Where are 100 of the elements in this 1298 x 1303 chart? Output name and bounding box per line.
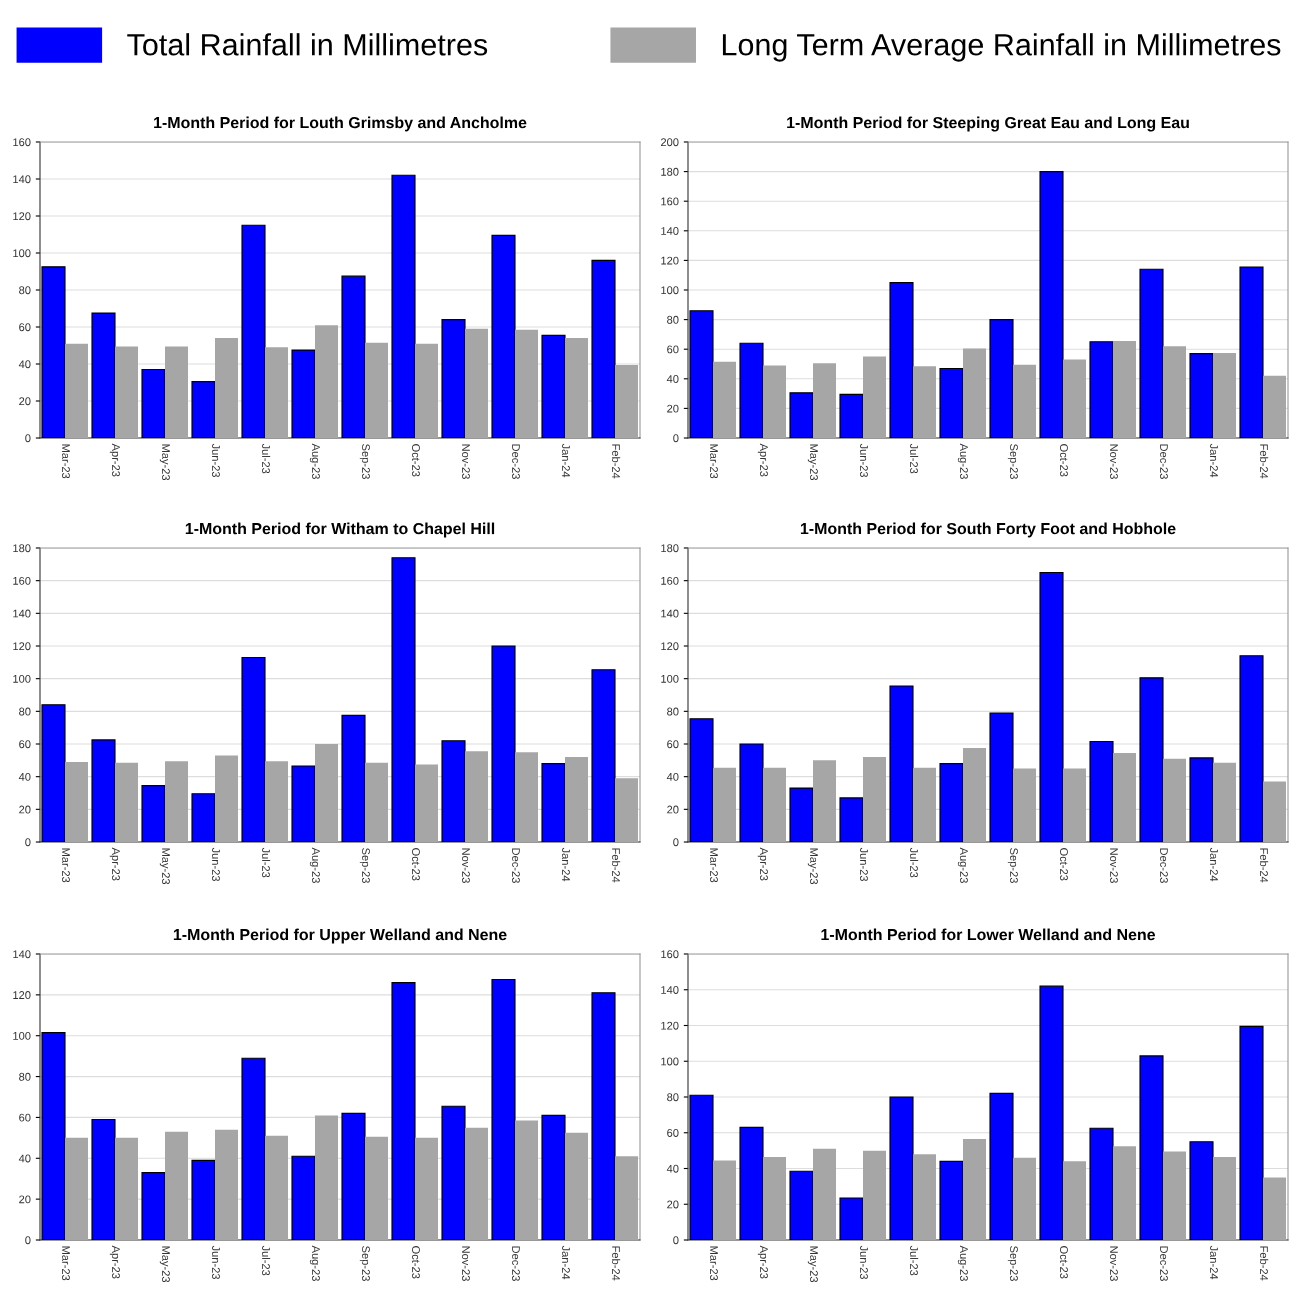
x-tick-label: Nov-23: [462, 848, 470, 883]
bar: [515, 1120, 538, 1240]
bar: [441, 1105, 466, 1240]
y-tick-label: 120: [13, 991, 31, 999]
bar: [365, 1136, 388, 1240]
bar: [615, 1156, 638, 1240]
bar: [415, 1137, 438, 1240]
chart-title: 1-Month Period for Witham to Chapel Hill: [185, 522, 495, 538]
bar: [739, 342, 764, 438]
bar: [1189, 353, 1214, 438]
x-tick-label: May-23: [807, 444, 818, 481]
bar: [1039, 985, 1064, 1240]
bar: [1063, 768, 1086, 842]
bar: [963, 1139, 986, 1240]
bar: [265, 347, 288, 438]
bar: [65, 761, 88, 842]
y-tick-label: 80: [19, 707, 31, 716]
x-tick-label: Oct-23: [1060, 444, 1068, 477]
bar: [813, 363, 836, 438]
y-tick-label: 100: [661, 1057, 679, 1066]
y-tick-label: 0: [25, 434, 31, 443]
bar: [565, 1132, 588, 1240]
chart-title: 1-Month Period for Upper Welland and Nene: [173, 928, 507, 944]
bar: [1039, 171, 1064, 438]
x-tick-label: Jul-23: [910, 1245, 919, 1276]
bar: [215, 338, 238, 438]
x-tick-label: Jul-23: [262, 1245, 271, 1276]
x-tick-label: Sep-23: [1007, 848, 1018, 883]
bar: [1163, 1151, 1186, 1240]
chart-title: 1-Month Period for Steeping Great Eau and Long Eau: [787, 116, 1189, 132]
bar: [789, 392, 814, 438]
bar: [291, 765, 316, 842]
x-tick-label: Jul-23: [262, 847, 271, 878]
bar: [1139, 1055, 1164, 1240]
y-tick-label: 100: [13, 1031, 31, 1040]
bar: [839, 1197, 864, 1240]
bar: [341, 714, 366, 842]
bar: [191, 793, 216, 842]
y-tick-label: 60: [19, 740, 31, 749]
x-tick-label: Nov-23: [1110, 444, 1118, 479]
y-tick-label: 0: [673, 838, 679, 847]
bar: [515, 329, 538, 438]
bar: [65, 343, 88, 438]
chart-title: 1-Month Period for Louth Grimsby and Ancholme: [154, 116, 527, 132]
bar: [365, 762, 388, 842]
bar: [739, 1126, 764, 1240]
x-tick-label: May-23: [159, 444, 170, 481]
bar: [91, 1118, 116, 1240]
y-tick-label: 180: [661, 167, 679, 176]
bar: [115, 762, 138, 842]
bar: [689, 310, 714, 438]
bar: [1113, 341, 1136, 438]
bar: [41, 704, 66, 842]
bar: [191, 1159, 216, 1240]
y-tick-label: 40: [666, 1164, 679, 1173]
x-tick-label: Sep-23: [1007, 444, 1018, 479]
x-tick-label: Jul-23: [910, 443, 919, 474]
bar: [889, 685, 914, 842]
bar: [889, 1096, 914, 1240]
x-tick-label: Nov-23: [462, 444, 470, 479]
bar: [315, 325, 338, 438]
x-tick-label: Jan-24: [562, 443, 570, 478]
x-tick-label: Sep-23: [359, 444, 370, 479]
x-tick-label: Jul-23: [262, 443, 271, 474]
bar: [65, 1137, 88, 1240]
y-tick-label: 20: [19, 805, 31, 814]
x-tick-label: Apr-23: [109, 443, 120, 477]
bar: [215, 755, 238, 842]
bar: [1039, 571, 1064, 842]
bar: [541, 1114, 566, 1240]
y-tick-label: 40: [18, 1154, 31, 1163]
bar: [1113, 752, 1136, 842]
x-tick-label: Aug-23: [957, 443, 968, 479]
bar: [913, 767, 936, 842]
y-tick-label: 0: [673, 434, 679, 443]
y-tick-label: 120: [661, 642, 679, 651]
x-tick-label: Aug-23: [957, 1245, 968, 1281]
x-tick-label: May-23: [807, 848, 818, 885]
y-tick-label: 180: [13, 544, 31, 553]
x-tick-label: Mar-23: [710, 848, 718, 883]
x-tick-label: Nov-23: [1110, 848, 1118, 883]
x-tick-label: Jan-24: [1210, 847, 1218, 882]
bar: [165, 761, 188, 842]
x-tick-label: Jul-23: [910, 847, 919, 878]
y-tick-label: 40: [18, 360, 31, 369]
bar: [1063, 359, 1086, 438]
bar: [315, 1115, 338, 1240]
bar: [1089, 341, 1114, 438]
bar: [365, 342, 388, 438]
x-tick-label: Nov-23: [1110, 1246, 1118, 1281]
bar: [1213, 352, 1236, 438]
x-tick-label: Aug-23: [957, 847, 968, 883]
y-tick-label: 100: [13, 249, 31, 258]
bar: [115, 1137, 138, 1240]
y-tick-label: 140: [661, 227, 679, 235]
bar: [265, 1135, 288, 1240]
bar: [591, 992, 616, 1240]
bar: [713, 361, 736, 438]
bar: [615, 778, 638, 842]
bar: [241, 656, 266, 842]
